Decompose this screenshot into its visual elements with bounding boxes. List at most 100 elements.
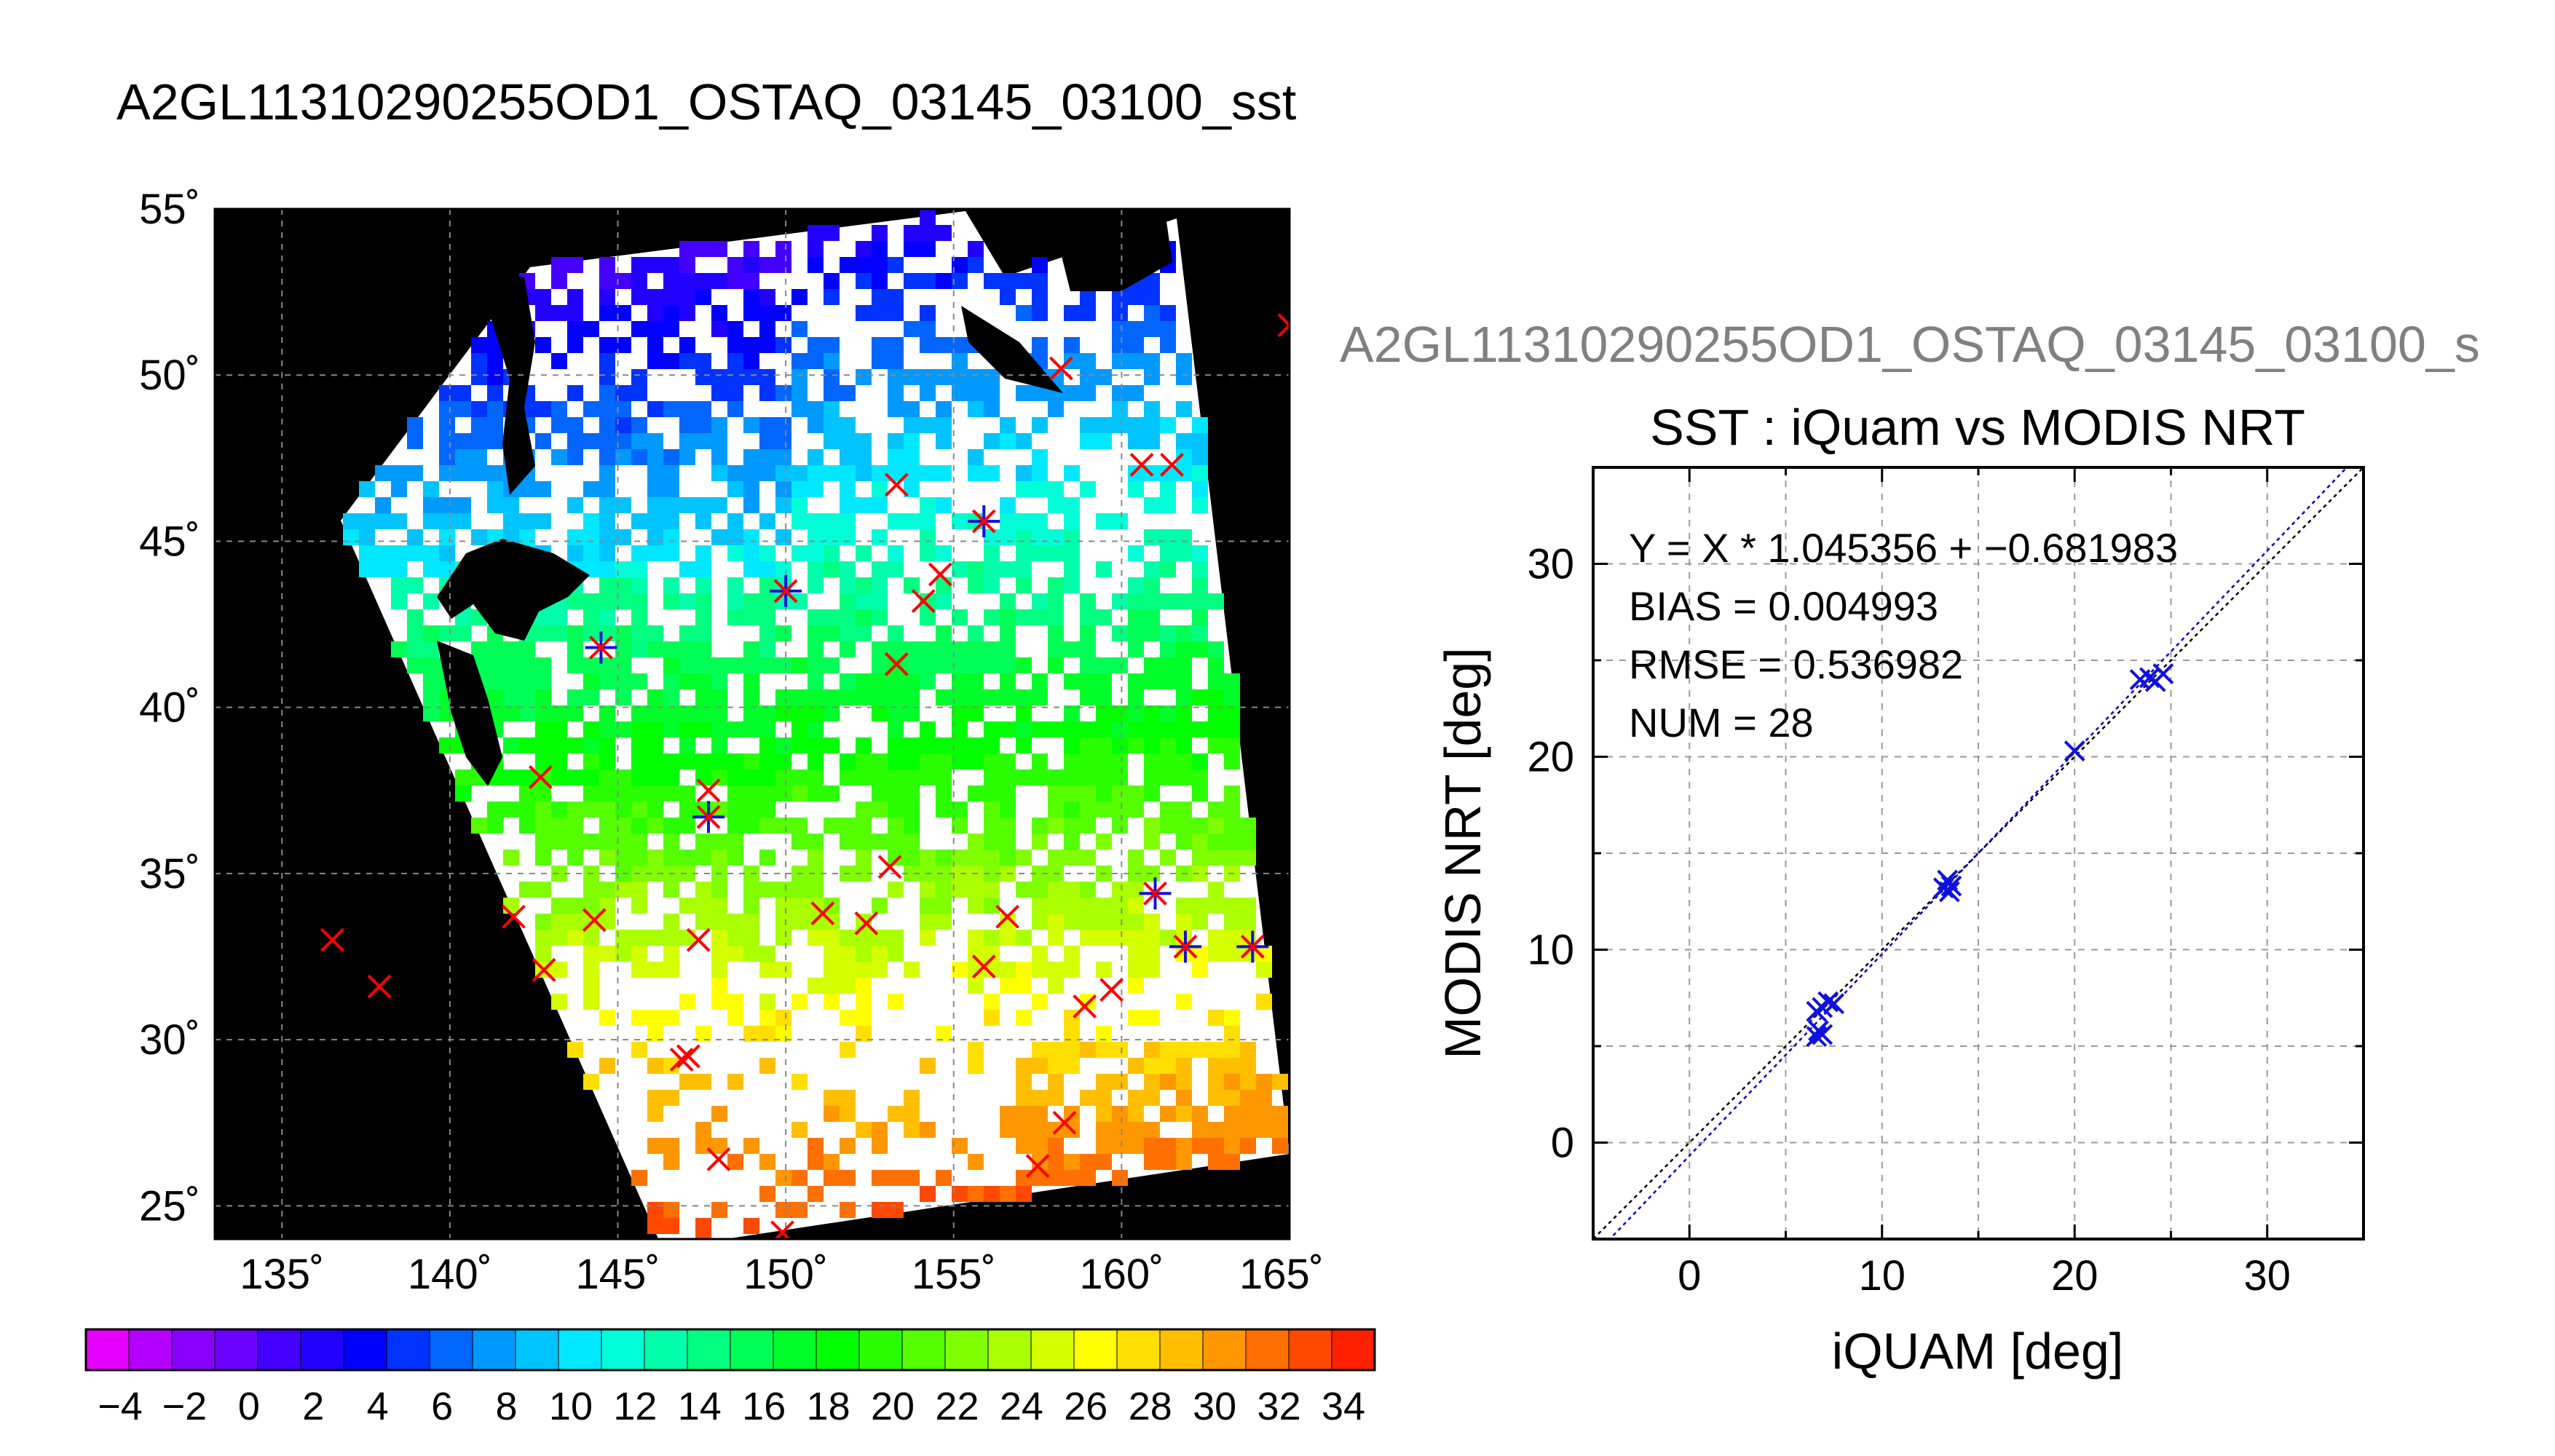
land-hokkaido (437, 539, 590, 641)
lon-tick-label: 140˚ (408, 1251, 492, 1298)
iquam-marker (532, 957, 556, 982)
colorbar-cell (472, 1329, 516, 1371)
annotation-equation: Y = X * 1.045356 + −0.681983 (1629, 525, 2178, 571)
colorbar-cell (214, 1329, 258, 1371)
colorbar-cell (1116, 1329, 1161, 1371)
iquam-marker (686, 927, 711, 952)
colorbar-tick-label: 2 (302, 1385, 324, 1428)
lat-tick-label: 50˚ (139, 352, 200, 399)
colorbar-tick-label: 8 (496, 1385, 518, 1428)
iquam-marker (1129, 453, 1154, 477)
land-honshu (437, 641, 502, 786)
colorbar-cell (944, 1329, 989, 1371)
lat-tick-label: 30˚ (139, 1016, 200, 1064)
colorbar-cell (773, 1329, 817, 1371)
map-frame (213, 207, 1291, 1241)
colorbar-tick-label: −4 (98, 1385, 143, 1428)
colorbar-tick-label: 32 (1257, 1385, 1301, 1428)
annotation-bias: BIAS = 0.004993 (1629, 583, 1938, 629)
annotation-rmse: RMSE = 0.536982 (1629, 641, 1963, 687)
data-point (1940, 875, 1962, 897)
iquam-marker (367, 974, 392, 999)
land-sakhalin (489, 277, 535, 495)
lon-tick-labels: 135˚ 140˚ 145˚ 150˚ 155˚ 160˚ 165˚ (240, 1251, 1324, 1298)
iquam-marker (911, 589, 936, 614)
data-point (2064, 740, 2085, 761)
colorbar-tick-label: 30 (1193, 1385, 1236, 1428)
matchup-marker (770, 574, 802, 607)
scatter-points (1806, 663, 2174, 1048)
y-tick-labels: 0 10 20 30 (1527, 541, 1574, 1167)
data-point (1812, 1024, 1833, 1045)
iquam-marker (884, 652, 909, 676)
colorbar-tick-label: 4 (367, 1385, 389, 1428)
y-tick-label: 30 (1527, 541, 1574, 588)
iquam-marker (1160, 453, 1184, 477)
y-tick-label: 0 (1551, 1120, 1574, 1167)
lon-tick-label: 155˚ (912, 1251, 996, 1298)
figure-subtitle: A2GL11310290255OD1_OSTAQ_03145_03100_s (1340, 316, 2480, 373)
iquam-marker (1025, 1154, 1050, 1178)
colorbar-tick-label: −2 (162, 1385, 208, 1428)
matchup-marker (1169, 930, 1202, 963)
lat-tick-label: 35˚ (139, 850, 200, 898)
figure-title: A2GL11310290255OD1_OSTAQ_03145_03100_sst (117, 74, 1296, 130)
lat-tick-label: 40˚ (139, 684, 200, 732)
colorbar-cell (1073, 1329, 1118, 1371)
colorbar-cell (85, 1329, 130, 1371)
colorbar-cell (386, 1329, 430, 1371)
colorbar-tick-label: 6 (431, 1385, 453, 1428)
iquam-marker (928, 562, 952, 587)
matchup-marker (968, 505, 1000, 538)
iquam-marker (669, 1048, 694, 1072)
colorbar-tick-label: 24 (1000, 1385, 1043, 1428)
iquam-marker (706, 1147, 731, 1171)
colorbar-cell (816, 1329, 860, 1371)
matchup-marker (1139, 877, 1172, 910)
map-markers (320, 313, 1290, 1239)
data-point (1817, 991, 1839, 1013)
x-axis-label: iQUAM [deg] (1832, 1323, 2124, 1380)
colorbar-cell (1202, 1329, 1247, 1371)
data-point (1806, 1026, 1828, 1048)
map-grid (215, 209, 1290, 1239)
lon-tick-label: 160˚ (1079, 1251, 1164, 1298)
colorbar-tick-label: 0 (238, 1385, 260, 1428)
x-tick-labels: 0 10 20 30 (1678, 1252, 2291, 1299)
lon-tick-label: 135˚ (240, 1251, 324, 1298)
colorbar-tick-label: 14 (678, 1385, 722, 1428)
lat-tick-label: 55˚ (139, 186, 200, 233)
colorbar-cell (515, 1329, 559, 1371)
colorbar-cell (1030, 1329, 1075, 1371)
y-tick-label: 10 (1527, 927, 1574, 974)
colorbar-cell (429, 1329, 473, 1371)
data-point (1823, 993, 1845, 1015)
colorbar-cell (343, 1329, 387, 1371)
colorbar-cell (558, 1329, 602, 1371)
scatter-chart: SST : iQuam vs MODIS NRT 0 10 20 30 0 10 20 30… (1434, 399, 2365, 1380)
iquam-marker (1073, 994, 1097, 1018)
iquam-marker (770, 1220, 794, 1239)
colorbar-tick-label: 18 (807, 1385, 850, 1428)
iquam-marker (995, 904, 1019, 929)
matchup-marker (692, 801, 725, 834)
x-tick-label: 20 (2051, 1252, 2098, 1299)
iquam-marker (971, 954, 996, 979)
colorbar-cell (858, 1329, 903, 1371)
colorbar-tick-label: 22 (935, 1385, 979, 1428)
colorbar: −4 −2 0 2 4 6 8 10 12 14 16 18 20 22 24 26 28 30 32 34 (84, 1328, 1376, 1428)
matchup-marker (585, 631, 617, 664)
iquam-marker (676, 1044, 700, 1069)
colorbar-cell (987, 1329, 1032, 1371)
annotation-num: NUM = 28 (1629, 700, 1814, 745)
colorbar-cell (687, 1329, 731, 1371)
colorbar-cell (1159, 1329, 1204, 1371)
colorbar-cell (300, 1329, 344, 1371)
sst-map: 55˚ 50˚ 45˚ 40˚ 35˚ 30˚ 25˚ 135˚ 140˚ 145˚ 150˚ 15… (139, 186, 1324, 1298)
land-kamchatka (961, 211, 1172, 393)
lat-tick-label: 45˚ (139, 518, 200, 565)
colorbar-tick-label: 28 (1129, 1385, 1172, 1428)
colorbar-cell (171, 1329, 216, 1371)
x-tick-label: 10 (1858, 1252, 1906, 1299)
x-tick-label: 0 (1678, 1252, 1701, 1299)
